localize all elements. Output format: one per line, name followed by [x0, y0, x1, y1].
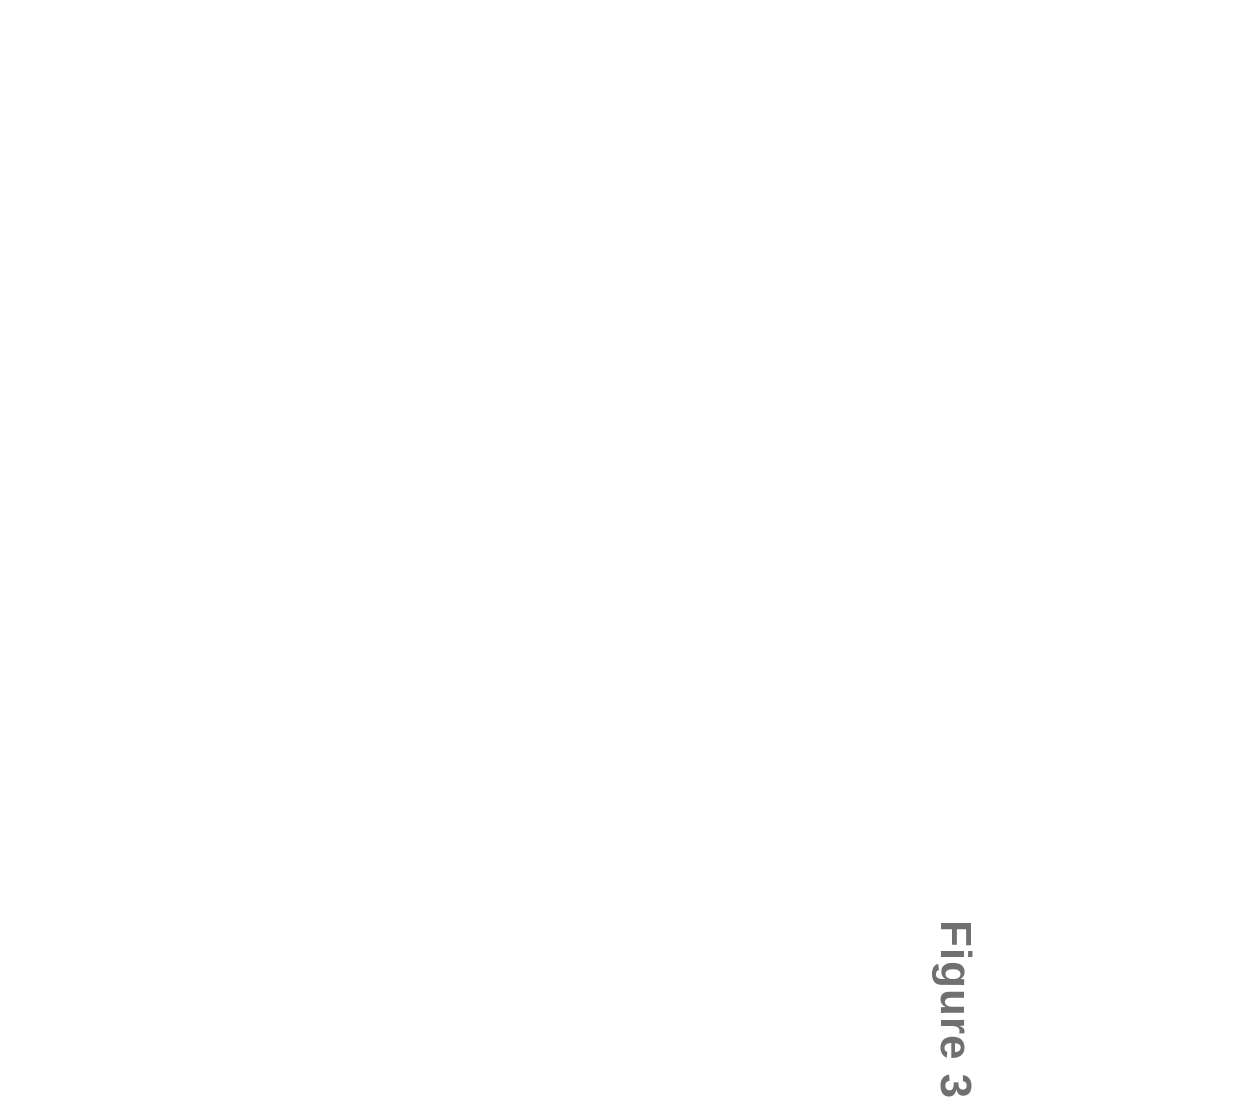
chart-container: 0.00010.0010.010.1110100[Acivicin (μM)]-… — [0, 40, 50, 860]
dose-response-chart: 0.00010.0010.010.1110100[Acivicin (μM)]-… — [0, 40, 50, 860]
page: 0.00010.0010.010.1110100[Acivicin (μM)]-… — [0, 0, 1240, 1111]
figure-caption: Figure 3 — [930, 920, 980, 1099]
